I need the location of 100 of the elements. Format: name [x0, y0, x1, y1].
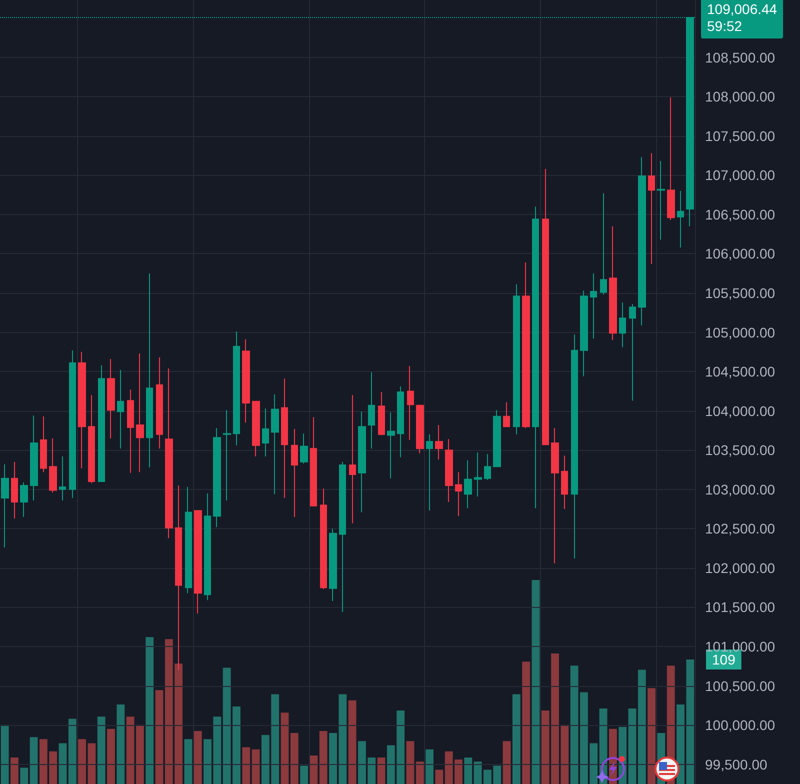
candlestick [49, 438, 57, 494]
candlestick [271, 394, 279, 495]
candlestick [580, 290, 588, 377]
candlestick [657, 160, 665, 240]
candlestick [435, 424, 443, 460]
candlestick [329, 528, 337, 602]
bar [58, 743, 67, 784]
candlestick [88, 394, 95, 484]
candlestick [455, 472, 462, 517]
candlestick [407, 366, 414, 440]
candlestick [387, 412, 395, 479]
candlestick [629, 304, 636, 402]
candlestick [532, 206, 539, 509]
candlestick [484, 454, 491, 480]
candlestick [542, 168, 549, 446]
y-tick-label: 100,500.00 [705, 678, 776, 694]
candlestick [185, 486, 192, 594]
y-tick-label: 104,500.00 [705, 364, 776, 380]
y-tick-label: 103,500.00 [705, 442, 776, 458]
y-tick-label: 102,000.00 [705, 560, 776, 576]
bar [426, 749, 434, 784]
bar [628, 708, 636, 784]
candlestick [522, 262, 530, 429]
candlestick [551, 428, 559, 564]
candlestick [648, 152, 655, 264]
candlestick [600, 192, 607, 296]
bar [406, 741, 414, 784]
bar [280, 712, 289, 784]
candlestick [291, 428, 298, 518]
candlestick [117, 370, 124, 450]
candlestick [136, 353, 144, 473]
y-tick-label: 107,500.00 [705, 128, 776, 144]
candlestick [358, 411, 366, 513]
candlestick [677, 190, 684, 248]
bar [116, 704, 125, 784]
candlestick [146, 272, 153, 468]
y-tick-label: 106,500.00 [705, 206, 776, 222]
candlestick [127, 389, 134, 474]
bar [0, 724, 9, 784]
candlestick [397, 386, 404, 458]
ref-line-label: 109,006.44 [707, 1, 778, 18]
bar [348, 700, 356, 784]
bar [638, 670, 646, 784]
bar [194, 730, 202, 784]
candlestick [474, 452, 482, 497]
y-tick-label: 99,500.00 [705, 756, 768, 772]
candlestick [445, 438, 453, 502]
bar [97, 716, 106, 784]
bar [146, 637, 154, 784]
y-tick-label: 108,000.00 [705, 88, 776, 105]
candlestick [416, 404, 424, 454]
text: 59:52 [707, 18, 742, 34]
candlestick [59, 456, 66, 501]
candlestick [262, 408, 269, 457]
bar [300, 766, 308, 784]
candlestick [378, 392, 385, 436]
candlestick [426, 434, 433, 512]
bar [532, 580, 540, 784]
candlestick [503, 402, 510, 428]
candlestick [252, 400, 260, 457]
y-tick-label: 107,000.00 [705, 167, 776, 184]
candlestick [464, 460, 472, 509]
candlestick [667, 96, 675, 220]
candlestick [156, 356, 163, 450]
candlestick [619, 302, 626, 348]
bar [522, 662, 530, 784]
candlestick [107, 358, 115, 439]
y-tick-label: 105,000.00 [705, 324, 776, 340]
candlestick [233, 331, 240, 446]
bar [30, 737, 38, 784]
bar [155, 690, 164, 784]
bar [512, 694, 520, 784]
bar [464, 757, 472, 784]
bar [310, 755, 318, 784]
candlestick [223, 410, 231, 501]
y-tick-label: 106,000.00 [705, 246, 776, 262]
bar [319, 730, 328, 784]
bar [252, 749, 260, 784]
candlestick [590, 272, 597, 340]
candlestick [493, 410, 501, 468]
y-tick-label: 108,500.00 [705, 49, 776, 66]
candlestick [300, 433, 308, 464]
candlestick [609, 226, 617, 341]
y-tick-label: 102,500.00 [705, 520, 776, 537]
candlestick [40, 416, 47, 473]
candlestick [638, 156, 646, 326]
candlestick [165, 368, 173, 539]
bar [416, 762, 424, 784]
y-tick-label: 101,500.00 [705, 599, 776, 616]
bar [435, 770, 444, 784]
candlestick [11, 461, 18, 519]
bar [10, 757, 18, 784]
candlestick [310, 416, 317, 506]
bar [184, 739, 192, 784]
candlestick [30, 415, 38, 501]
candlestick [339, 461, 346, 612]
bar [377, 757, 386, 784]
candlestick [571, 334, 578, 560]
candlestick [69, 350, 76, 499]
candlestick [561, 455, 568, 510]
